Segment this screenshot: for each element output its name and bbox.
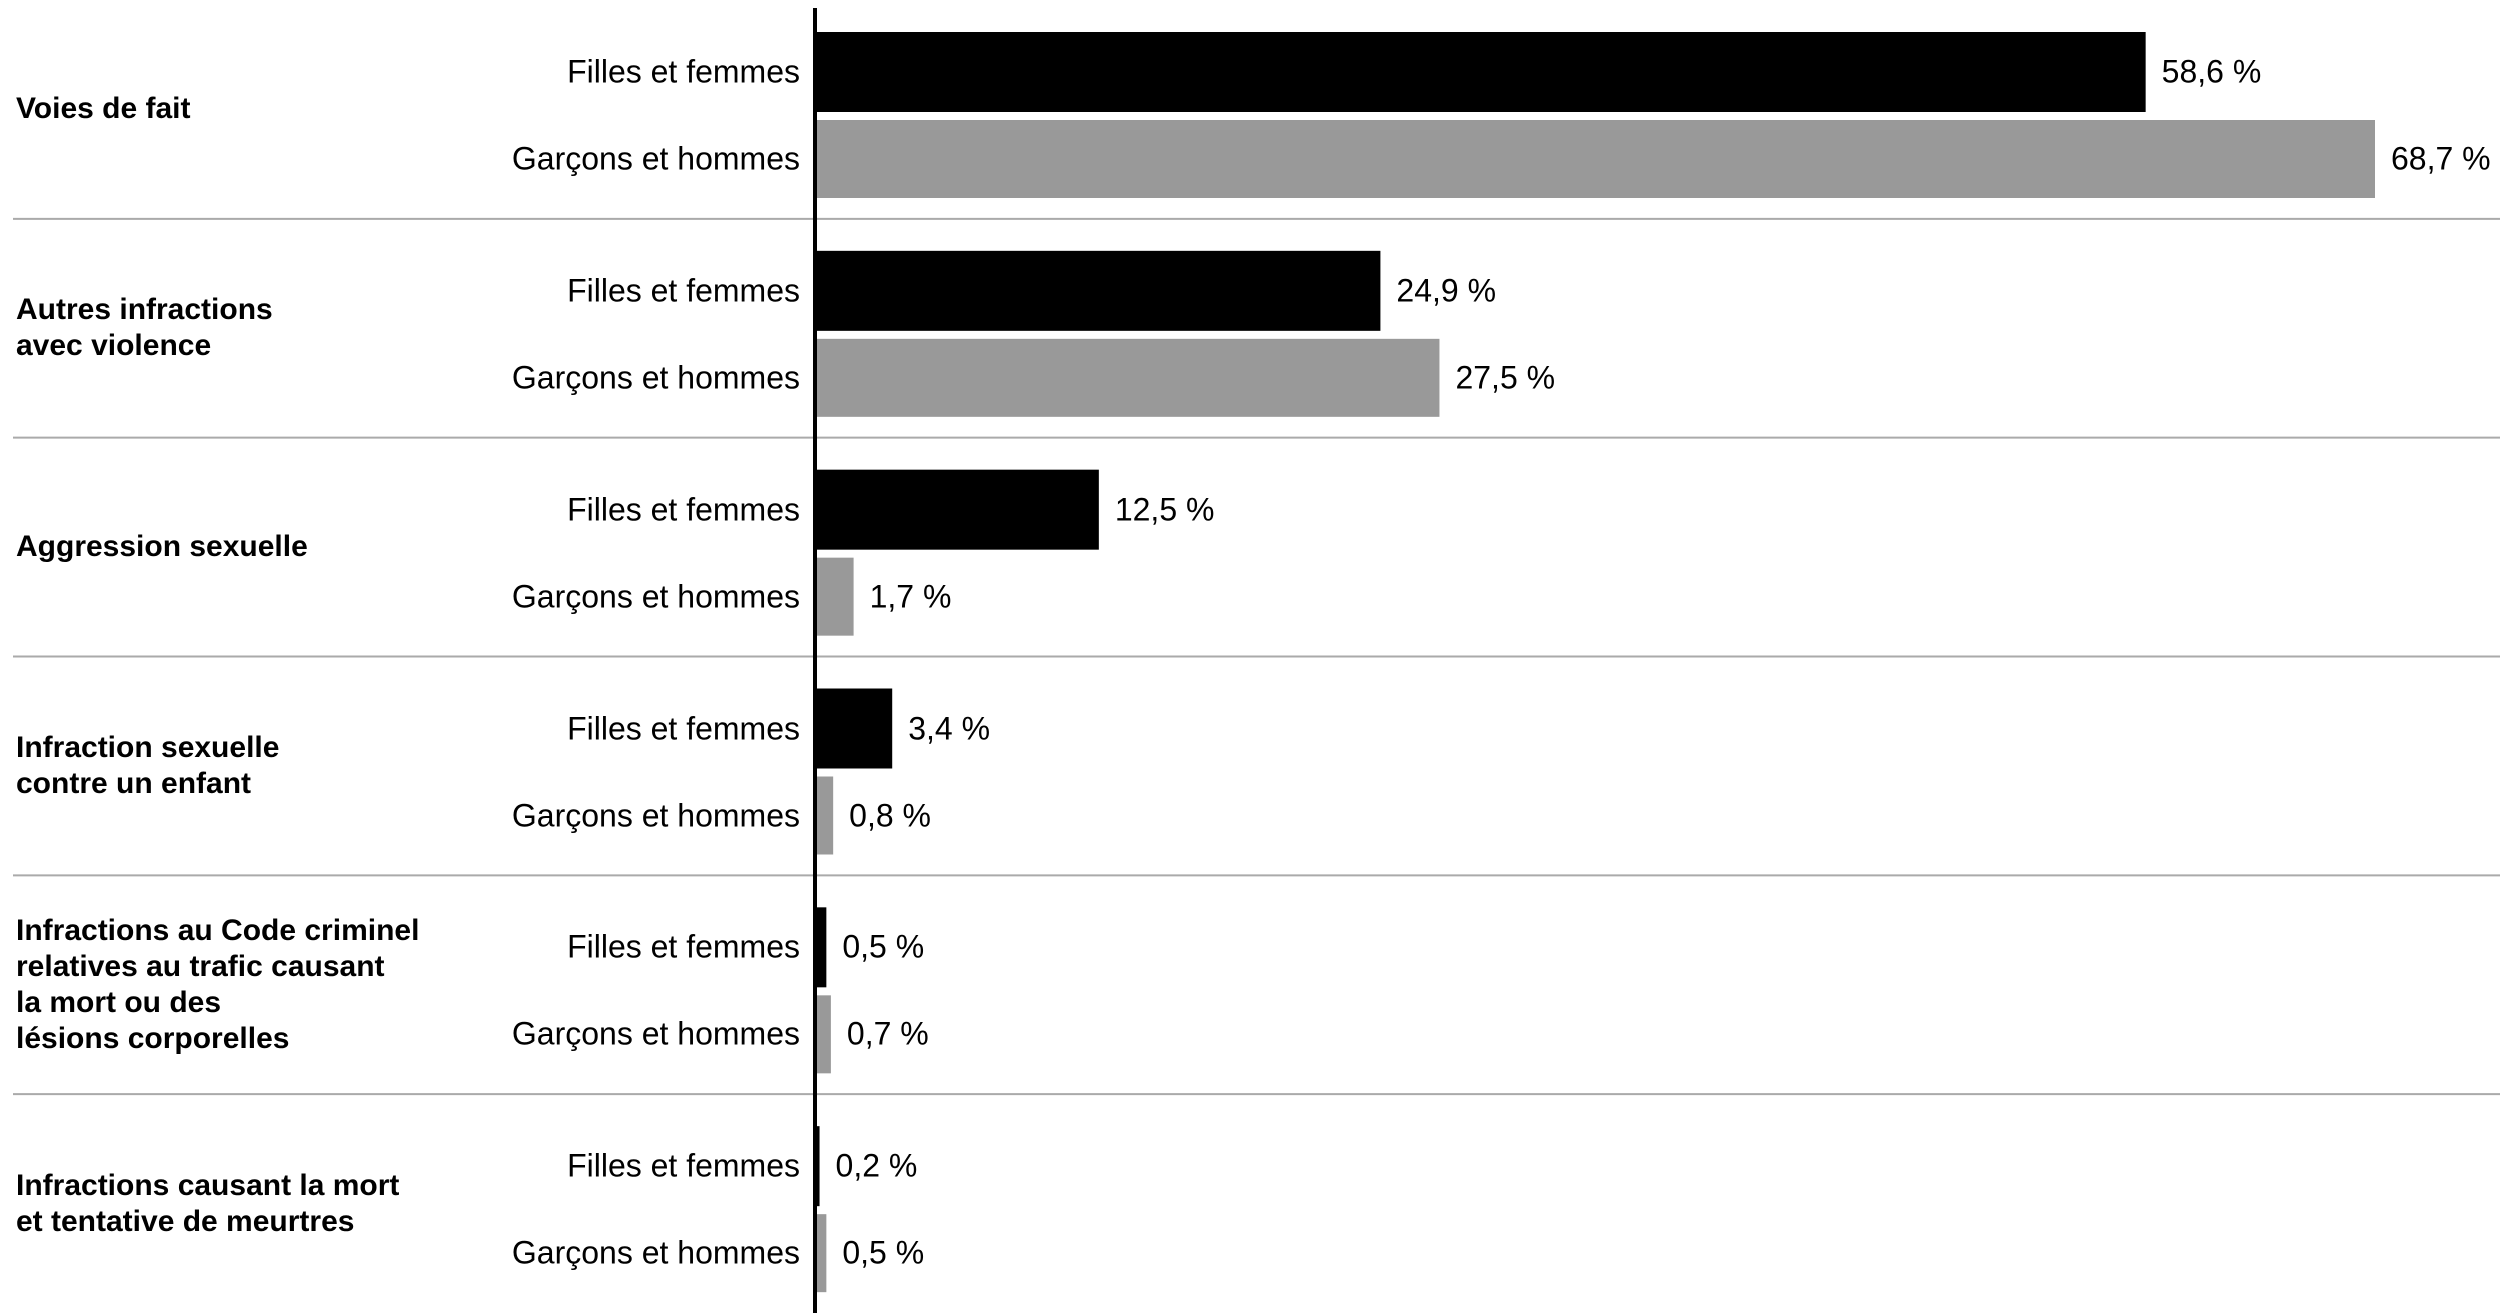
bar <box>815 557 854 636</box>
series-label: Garçons et hommes <box>511 140 800 177</box>
category-label: Infractions causant la mort et tentative… <box>16 1168 400 1238</box>
bar <box>815 1126 820 1207</box>
bar <box>815 776 834 855</box>
bar <box>815 250 1381 331</box>
category-label: Infraction sexuelle contre un enfant <box>16 730 280 800</box>
value-label: 0,5 % <box>842 928 925 965</box>
series-label: Garçons et hommes <box>511 1234 800 1271</box>
series-label: Filles et femmes <box>567 272 800 309</box>
bar <box>815 469 1099 550</box>
bar <box>815 120 2375 198</box>
series-label: Filles et femmes <box>567 53 800 90</box>
series-label: Garçons et hommes <box>511 797 800 833</box>
value-label: 27,5 % <box>1455 359 1556 396</box>
bar <box>815 907 827 988</box>
series-label: Filles et femmes <box>567 710 800 746</box>
value-label: 0,8 % <box>849 797 931 833</box>
bar <box>815 32 2146 112</box>
value-label: 12,5 % <box>1114 491 1215 528</box>
series-label: Garçons et hommes <box>511 578 800 615</box>
category-label: Voies de fait <box>16 92 191 126</box>
value-label: 68,7 % <box>2391 140 2491 177</box>
value-label: 0,7 % <box>846 1015 929 1052</box>
series-label: Filles et femmes <box>567 1147 800 1184</box>
series-label: Garçons et hommes <box>511 359 800 396</box>
value-label: 58,6 % <box>2161 53 2262 90</box>
value-label: 1,7 % <box>869 578 952 615</box>
bar <box>815 1214 827 1293</box>
value-label: 3,4 % <box>908 710 991 746</box>
bar <box>815 995 831 1074</box>
category-label: Autres infractions avec violence <box>16 293 273 363</box>
value-label: 0,2 % <box>835 1147 918 1184</box>
value-label: 0,5 % <box>842 1234 925 1271</box>
category-label: Infractions au Code criminel relatives a… <box>16 913 420 1055</box>
value-label: 24,9 % <box>1396 272 1497 309</box>
bar <box>815 338 1440 417</box>
bar <box>815 688 893 769</box>
category-label: Aggression sexuelle <box>16 530 308 564</box>
series-label: Garçons et hommes <box>511 1015 800 1052</box>
series-label: Filles et femmes <box>567 491 800 528</box>
series-label: Filles et femmes <box>567 928 800 965</box>
